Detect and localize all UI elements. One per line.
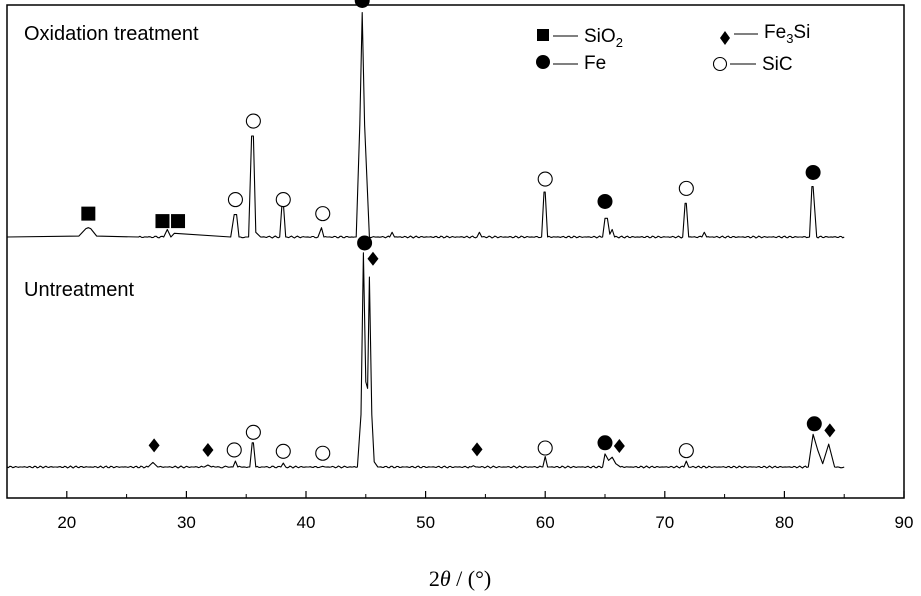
- x-tick-label-70: 70: [655, 513, 674, 532]
- marker-circle-untreatment-6: [357, 235, 373, 251]
- diffraction-traces: [6, 12, 845, 469]
- marker-open-circle-untreatment-9: [537, 440, 553, 456]
- legend-label-fe3si: Fe: [764, 22, 786, 43]
- legend-open-circle-marker: [712, 56, 728, 72]
- svg-text:SiO2: SiO2: [584, 26, 623, 50]
- legend-item-fe3si: Fe3Si: [720, 22, 810, 46]
- legend-item-sio2: SiO2: [537, 26, 623, 50]
- series-label-untreatment: Untreatment: [24, 279, 134, 301]
- x-tick-label-30: 30: [177, 513, 196, 532]
- marker-open-circle-untreatment-12: [678, 443, 694, 459]
- marker-open-circle-oxidation-6: [315, 206, 331, 222]
- marker-diamond-untreatment-7: [367, 251, 379, 266]
- x-axis-ticks: [6, 491, 905, 498]
- marker-diamond-untreatment-0: [148, 438, 160, 453]
- legend-label-sio2: SiO: [584, 26, 616, 47]
- svg-text:Fe3Si: Fe3Si: [764, 22, 810, 46]
- x-axis-title-symbol: 2: [429, 566, 440, 591]
- x-tick-label-20: 20: [57, 513, 76, 532]
- series-line-oxidation: [6, 12, 845, 239]
- legend-sub-sio2: 2: [616, 35, 623, 50]
- marker-diamond-untreatment-14: [824, 423, 836, 438]
- x-tick-label-90: 90: [895, 513, 914, 532]
- legend-item-sic: SiC: [712, 54, 793, 75]
- marker-open-circle-untreatment-3: [245, 424, 261, 440]
- legend-diamond-marker: [720, 31, 730, 45]
- marker-diamond-untreatment-11: [613, 439, 625, 454]
- marker-circle-oxidation-11: [805, 164, 821, 180]
- x-tick-label-50: 50: [416, 513, 435, 532]
- marker-open-circle-oxidation-4: [245, 113, 261, 129]
- x-axis-tick-labels: 20 30 40 50 60 70 80 90: [57, 513, 913, 532]
- plot-frame: [6, 4, 905, 499]
- legend-square-marker: [537, 29, 549, 41]
- marker-diamond-untreatment-1: [202, 442, 214, 457]
- marker-circle-oxidation-9: [597, 193, 613, 209]
- marker-open-circle-oxidation-10: [678, 180, 694, 196]
- marker-square-oxidation-0: [81, 206, 96, 221]
- series-label-oxidation: Oxidation treatment: [24, 23, 199, 45]
- phase-markers: [81, 0, 836, 461]
- marker-circle-untreatment-13: [806, 416, 822, 432]
- legend-label-fe: Fe: [584, 53, 606, 74]
- marker-square-oxidation-1: [155, 214, 170, 229]
- legend-label-sic: SiC: [762, 54, 793, 75]
- legend-item-fe: Fe: [536, 53, 606, 74]
- series-line-untreatment: [6, 252, 845, 469]
- marker-open-circle-oxidation-5: [275, 192, 291, 208]
- x-axis-title-theta: θ: [440, 566, 451, 591]
- marker-open-circle-untreatment-4: [275, 443, 291, 459]
- x-tick-label-40: 40: [297, 513, 316, 532]
- x-tick-label-60: 60: [536, 513, 555, 532]
- marker-open-circle-untreatment-2: [226, 442, 242, 458]
- marker-open-circle-untreatment-5: [315, 445, 331, 461]
- marker-circle-untreatment-10: [597, 435, 613, 451]
- x-axis-title-unit: / (°): [451, 566, 492, 591]
- marker-open-circle-oxidation-8: [537, 171, 553, 187]
- marker-circle-oxidation-7: [354, 0, 370, 8]
- legend-circle-marker: [536, 55, 550, 69]
- x-tick-label-80: 80: [775, 513, 794, 532]
- x-axis-title: 2θ / (°): [429, 566, 491, 591]
- marker-square-oxidation-2: [171, 214, 186, 229]
- legend-sub-fe3si: 3: [786, 31, 793, 46]
- legend-suffix-fe3si: Si: [793, 22, 810, 43]
- marker-diamond-untreatment-8: [471, 442, 483, 457]
- legend: SiO2 Fe Fe3Si SiC: [536, 22, 810, 75]
- marker-open-circle-oxidation-3: [227, 192, 243, 208]
